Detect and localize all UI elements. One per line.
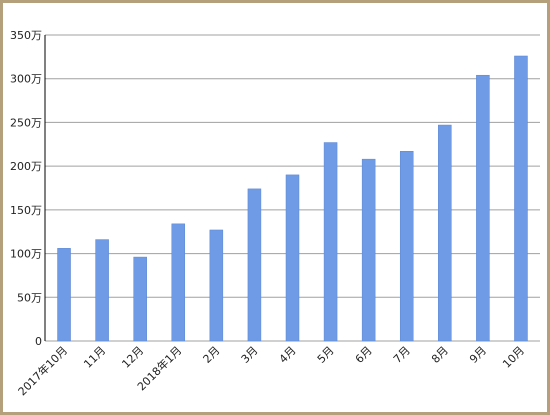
y-tick-label: 100万 bbox=[10, 248, 42, 261]
bar bbox=[57, 248, 71, 342]
x-tick-label: 9月 bbox=[467, 344, 489, 366]
bar bbox=[285, 174, 300, 342]
bar bbox=[361, 158, 376, 342]
x-tick-label: 7月 bbox=[391, 344, 413, 366]
x-tick-label: 3月 bbox=[239, 344, 261, 366]
y-tick-label: 350万 bbox=[10, 29, 42, 42]
x-tick-label: 2017年10月 bbox=[15, 343, 70, 398]
x-tick-label: 10月 bbox=[500, 344, 527, 371]
x-tick-label: 11月 bbox=[81, 344, 108, 371]
bar bbox=[438, 124, 452, 342]
x-tick-label: 5月 bbox=[315, 344, 337, 366]
x-tick-label: 4月 bbox=[277, 344, 299, 366]
y-tick-label: 200万 bbox=[10, 160, 42, 173]
bar bbox=[171, 223, 186, 342]
bar bbox=[247, 188, 262, 342]
x-tick-label: 6月 bbox=[353, 344, 375, 366]
bar bbox=[476, 74, 490, 342]
bar bbox=[133, 256, 147, 342]
y-tick-label: 0 bbox=[35, 335, 42, 348]
y-tick-label: 300万 bbox=[10, 73, 42, 86]
x-tick-label: 12月 bbox=[119, 344, 146, 371]
y-tick-label: 50万 bbox=[17, 291, 42, 304]
bar bbox=[209, 229, 224, 342]
x-tick-label: 2月 bbox=[201, 344, 223, 366]
bar bbox=[323, 142, 338, 342]
bar bbox=[399, 151, 414, 342]
bar bbox=[514, 55, 528, 342]
y-tick-label: 150万 bbox=[10, 204, 42, 217]
x-tick-label: 8月 bbox=[429, 344, 451, 366]
bar bbox=[95, 239, 109, 342]
y-tick-label: 250万 bbox=[10, 116, 42, 129]
